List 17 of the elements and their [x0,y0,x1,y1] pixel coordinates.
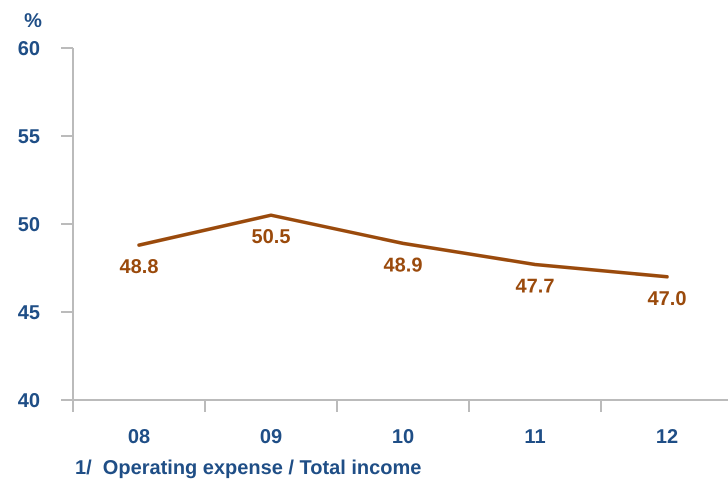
y-tick-label: 40 [18,390,40,412]
y-tick-label: 45 [18,302,40,324]
text: 1/ Operating expense / Total income [75,457,422,479]
y-tick-label: 60 [18,38,40,60]
x-tick-label: 11 [524,426,546,448]
data-label: 50.5 [252,226,290,248]
data-label: 48.9 [384,254,422,276]
y-axis-title: % [24,10,42,32]
x-tick-label: 09 [260,426,282,448]
x-tick-label: 10 [392,426,414,448]
data-label: 47.0 [648,288,686,310]
y-tick-label: 55 [18,126,40,148]
y-tick-label: 50 [18,214,40,236]
data-label: 48.8 [120,256,158,278]
x-tick-label: 08 [128,426,150,448]
data-label: 47.7 [516,275,554,298]
x-tick-label: 12 [656,426,678,448]
